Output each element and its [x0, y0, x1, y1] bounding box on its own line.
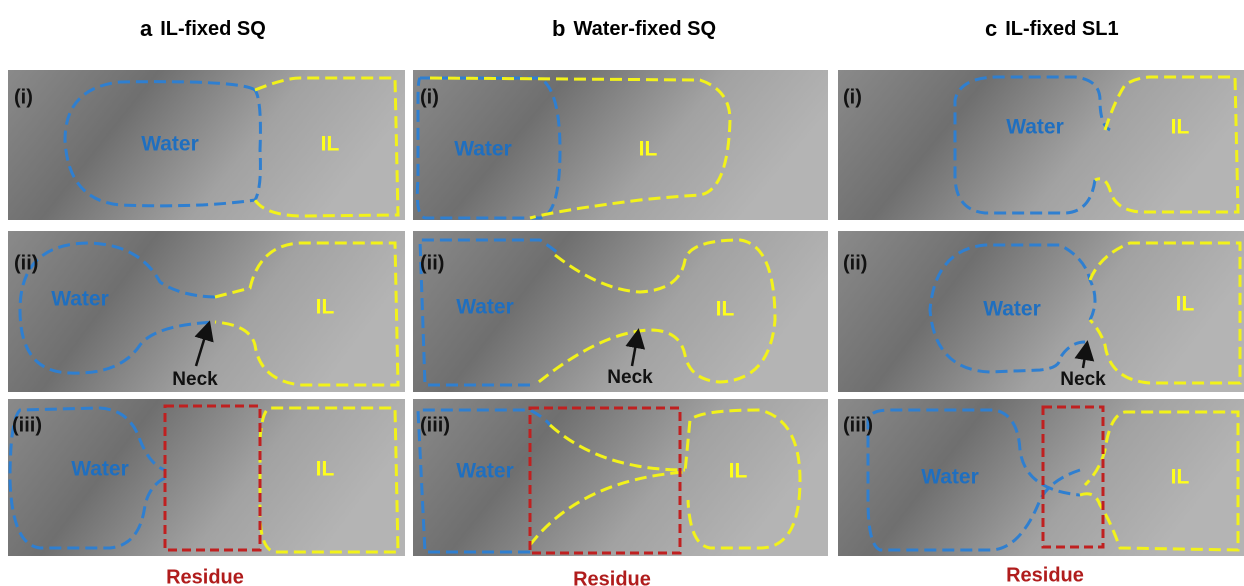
water-label: Water — [983, 298, 1041, 321]
title-text: IL-fixed SL1 — [1005, 18, 1118, 40]
il-label: IL — [316, 296, 335, 319]
panel-letter: a — [140, 16, 153, 41]
figure: a IL-fixed SQ b Water-fixed SQ c IL-fixed S… — [0, 0, 1244, 586]
column-title: c IL-fixed SL1 — [985, 16, 1119, 41]
panel-letter: b — [552, 16, 565, 41]
water-label: Water — [1006, 116, 1064, 139]
panel-label: (ii) — [420, 252, 444, 274]
water-label: Water — [456, 460, 514, 483]
title-text: IL-fixed SQ — [160, 18, 266, 40]
water-label: Water — [51, 288, 109, 311]
panel-label: (iii) — [12, 414, 42, 436]
panel-label: (ii) — [843, 252, 867, 274]
water-label: Water — [454, 138, 512, 161]
water-label: Water — [71, 458, 129, 481]
il-label: IL — [321, 133, 340, 156]
micrograph — [8, 70, 405, 220]
column-title: b Water-fixed SQ — [552, 16, 716, 41]
water-label: Water — [456, 296, 514, 319]
water-label: Water — [921, 466, 979, 489]
micrograph — [8, 399, 405, 556]
water-label: Water — [141, 133, 199, 156]
panel-label: (ii) — [14, 252, 38, 274]
il-label: IL — [1171, 466, 1190, 489]
panel-letter: c — [985, 16, 997, 41]
panel-label: (i) — [14, 86, 33, 108]
neck-label: Neck — [1060, 369, 1106, 390]
il-label: IL — [1176, 293, 1195, 316]
panel-label: (i) — [420, 86, 439, 108]
il-label: IL — [716, 298, 735, 321]
il-label: IL — [316, 458, 335, 481]
panel-label: (iii) — [420, 414, 450, 436]
neck-label: Neck — [607, 367, 653, 388]
il-label: IL — [729, 460, 748, 483]
title-text: Water-fixed SQ — [573, 18, 716, 40]
residue-label: Residue — [573, 568, 651, 586]
residue-label: Residue — [1006, 564, 1084, 586]
panel-label: (iii) — [843, 414, 873, 436]
neck-label: Neck — [172, 369, 218, 390]
il-label: IL — [1171, 116, 1190, 139]
column-title: a IL-fixed SQ — [140, 16, 266, 41]
residue-label: Residue — [166, 566, 244, 586]
panel-label: (i) — [843, 86, 862, 108]
micrograph — [8, 231, 405, 392]
micrograph — [838, 70, 1244, 220]
il-label: IL — [639, 138, 658, 161]
page: {"columns":[ {"letter":"a","title":"IL-f… — [0, 0, 1244, 586]
